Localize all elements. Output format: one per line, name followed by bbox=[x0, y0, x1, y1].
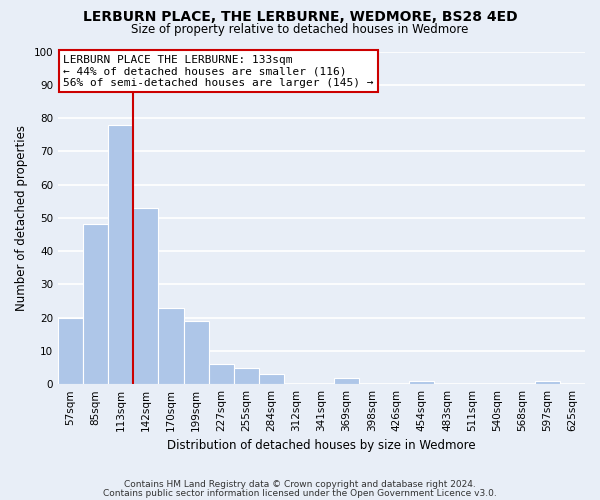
Bar bbox=[233, 368, 259, 384]
Text: Contains HM Land Registry data © Crown copyright and database right 2024.: Contains HM Land Registry data © Crown c… bbox=[124, 480, 476, 489]
Text: LERBURN PLACE, THE LERBURNE, WEDMORE, BS28 4ED: LERBURN PLACE, THE LERBURNE, WEDMORE, BS… bbox=[83, 10, 517, 24]
Bar bbox=[334, 378, 359, 384]
Bar bbox=[409, 381, 434, 384]
Text: LERBURN PLACE THE LERBURNE: 133sqm
← 44% of detached houses are smaller (116)
56: LERBURN PLACE THE LERBURNE: 133sqm ← 44%… bbox=[64, 55, 374, 88]
Bar bbox=[158, 308, 184, 384]
Bar bbox=[184, 321, 209, 384]
Bar bbox=[108, 124, 133, 384]
Text: Size of property relative to detached houses in Wedmore: Size of property relative to detached ho… bbox=[131, 22, 469, 36]
Bar bbox=[83, 224, 108, 384]
Bar bbox=[133, 208, 158, 384]
Bar bbox=[58, 318, 83, 384]
Y-axis label: Number of detached properties: Number of detached properties bbox=[15, 125, 28, 311]
Bar bbox=[259, 374, 284, 384]
Bar bbox=[209, 364, 233, 384]
Text: Contains public sector information licensed under the Open Government Licence v3: Contains public sector information licen… bbox=[103, 489, 497, 498]
X-axis label: Distribution of detached houses by size in Wedmore: Distribution of detached houses by size … bbox=[167, 440, 476, 452]
Bar bbox=[535, 381, 560, 384]
